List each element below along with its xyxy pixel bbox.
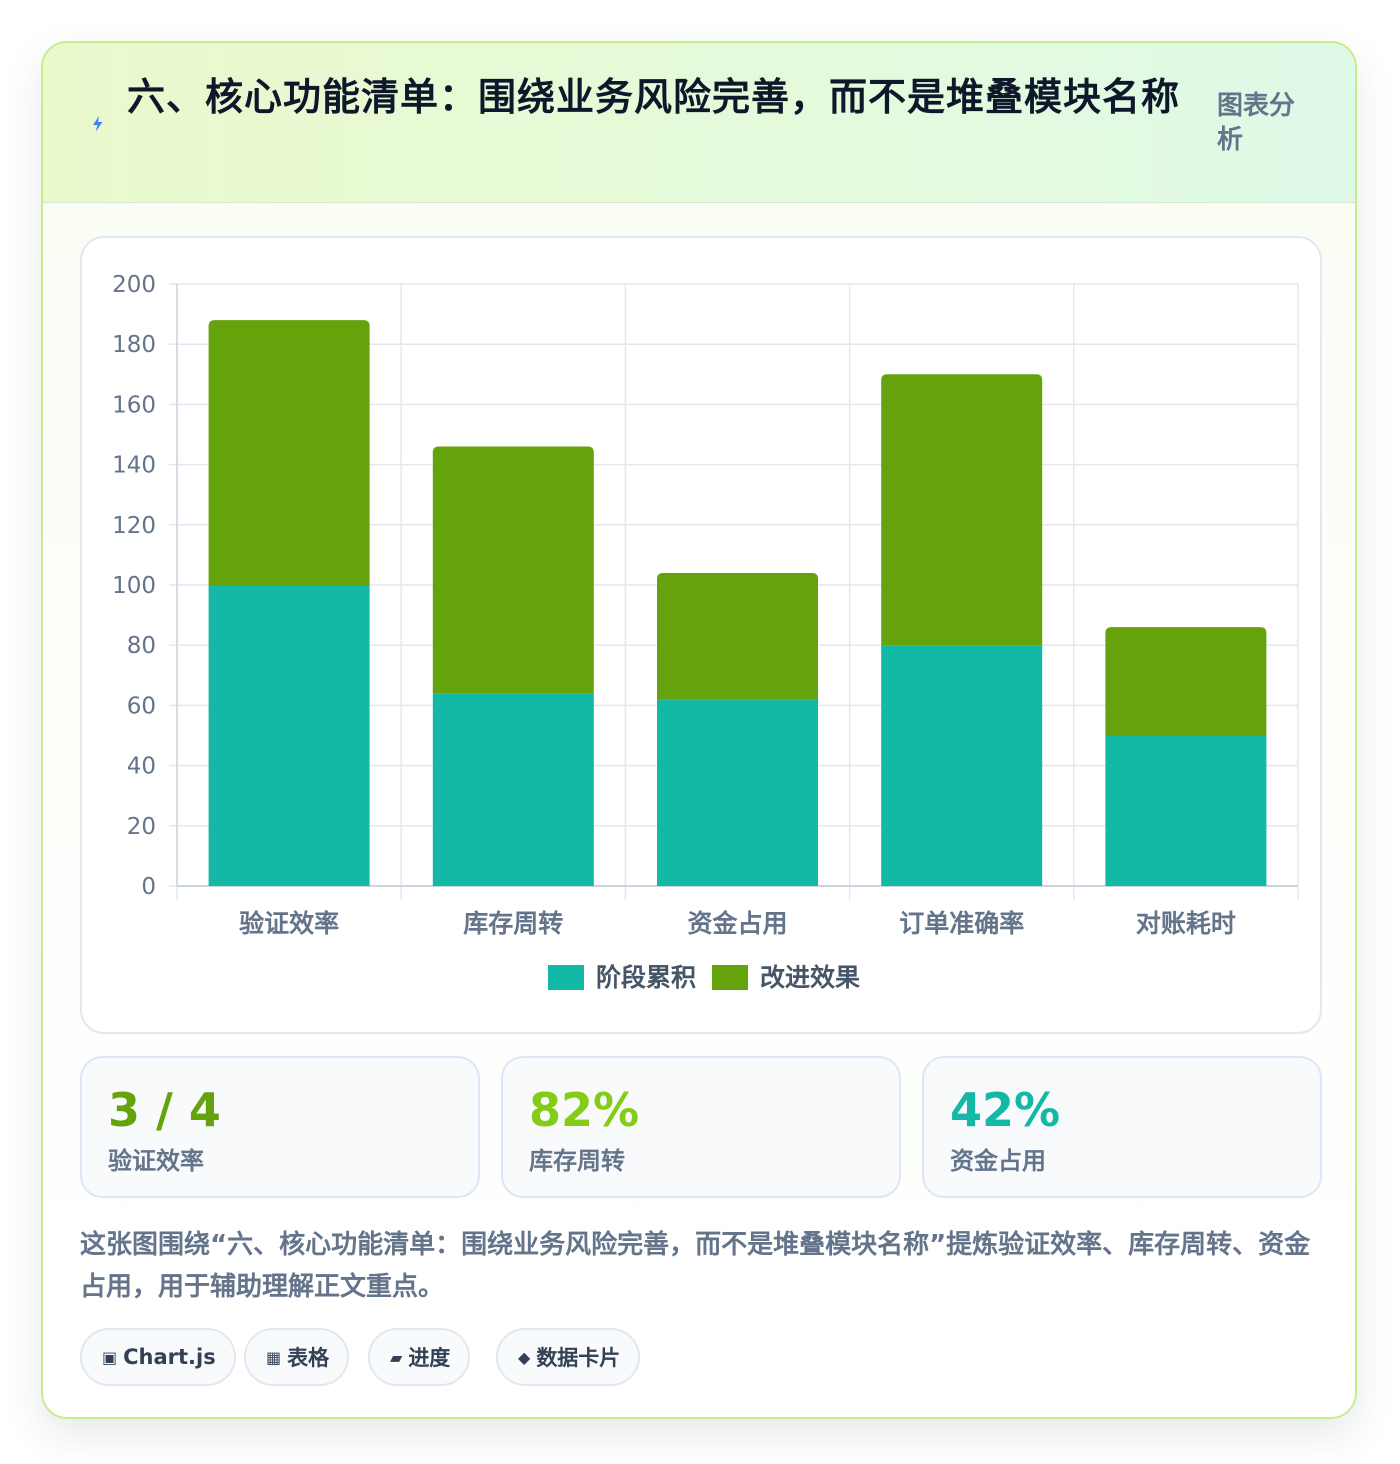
stat-label: 验证效率 — [108, 1147, 204, 1175]
stat-value: 42% — [950, 1083, 1061, 1137]
x-tick-label: 对账耗时 — [1136, 909, 1236, 938]
x-tick-label: 资金占用 — [687, 909, 787, 938]
stat-value: 3 / 4 — [108, 1083, 221, 1137]
stat-card-3: 42% 资金占用 — [922, 1056, 1322, 1198]
y-tick-label: 200 — [112, 272, 156, 298]
bar-segment-1-1 — [208, 585, 370, 886]
stat-card-2: 82% 库存周转 — [501, 1056, 901, 1198]
chart-panel: 0 20 40 60 80 100 120 140 160 180 200 验证效率 库存周转 资金占用 订… — [80, 236, 1322, 1034]
bar-segment-2-4 — [881, 374, 1043, 646]
bar-segment-1-4 — [881, 645, 1043, 886]
chip-label: Chart.js — [123, 1345, 216, 1369]
legend-label: 改进效果 — [760, 963, 860, 992]
bar-segment-1-3 — [657, 699, 818, 886]
chip-progress[interactable]: ▰ 进度 — [368, 1328, 471, 1386]
chip-label: 数据卡片 — [536, 1346, 621, 1370]
y-tick-label: 80 — [127, 633, 156, 659]
chart-card: 六、核心功能清单：围绕业务风险完善，而不是堆叠模块名称 图表分析 0 20 40 60… — [41, 41, 1357, 1419]
chip-chartjs[interactable]: ▣ Chart.js — [80, 1328, 236, 1386]
x-tick-label: 验证效率 — [239, 909, 339, 938]
legend-swatch — [548, 965, 584, 990]
stat-value: 82% — [529, 1083, 640, 1137]
table-icon: ▦ — [266, 1347, 282, 1367]
bar-segment-2-3 — [657, 572, 818, 700]
y-tick-label: 160 — [112, 392, 156, 418]
stacked-bar-chart: 0 20 40 60 80 100 120 140 160 180 200 验证效率 库存周转 资金占用 订… — [112, 272, 1299, 992]
card-header: 六、核心功能清单：围绕业务风险完善，而不是堆叠模块名称 图表分析 — [43, 43, 1355, 203]
bar-segment-1-2 — [432, 693, 594, 886]
x-tick-label: 库存周转 — [463, 909, 563, 938]
chart-analysis-tag: 图表分析 — [1217, 91, 1296, 155]
bar-segment-2-1 — [208, 320, 370, 585]
chart-caption: 这张图围绕“六、核心功能清单：围绕业务风险完善，而不是堆叠模块名称”提炼验证效率… — [80, 1230, 1311, 1302]
bar-segment-1-5 — [1105, 735, 1267, 886]
chart-icon: ▣ — [102, 1347, 118, 1367]
chip-label: 进度 — [408, 1346, 451, 1370]
legend-label: 阶段累积 — [596, 963, 696, 992]
y-tick-label: 40 — [127, 754, 156, 780]
progress-icon: ▰ — [390, 1347, 403, 1367]
legend-swatch — [712, 965, 748, 990]
chip-label: 表格 — [287, 1346, 330, 1370]
stat-card-1: 3 / 4 验证效率 — [80, 1056, 480, 1198]
stat-label: 资金占用 — [950, 1147, 1046, 1175]
y-tick-label: 120 — [112, 513, 156, 539]
y-tick-label: 140 — [112, 453, 156, 479]
y-tick-label: 60 — [127, 693, 156, 719]
y-tick-label: 100 — [112, 573, 156, 599]
y-tick-label: 180 — [112, 332, 156, 358]
data-card-icon: ◆ — [518, 1347, 531, 1367]
x-tick-label: 订单准确率 — [899, 909, 1024, 938]
chip-data-card[interactable]: ◆ 数据卡片 — [496, 1328, 641, 1386]
bar-segment-2-5 — [1105, 627, 1267, 736]
lightning-icon — [93, 116, 103, 132]
page-title: 六、核心功能清单：围绕业务风险完善，而不是堆叠模块名称 — [127, 75, 1181, 119]
y-tick-label: 0 — [141, 874, 156, 900]
chip-table[interactable]: ▦ 表格 — [244, 1328, 350, 1386]
y-tick-label: 20 — [127, 814, 156, 840]
stat-label: 库存周转 — [529, 1147, 625, 1175]
bar-segment-2-2 — [432, 446, 594, 694]
